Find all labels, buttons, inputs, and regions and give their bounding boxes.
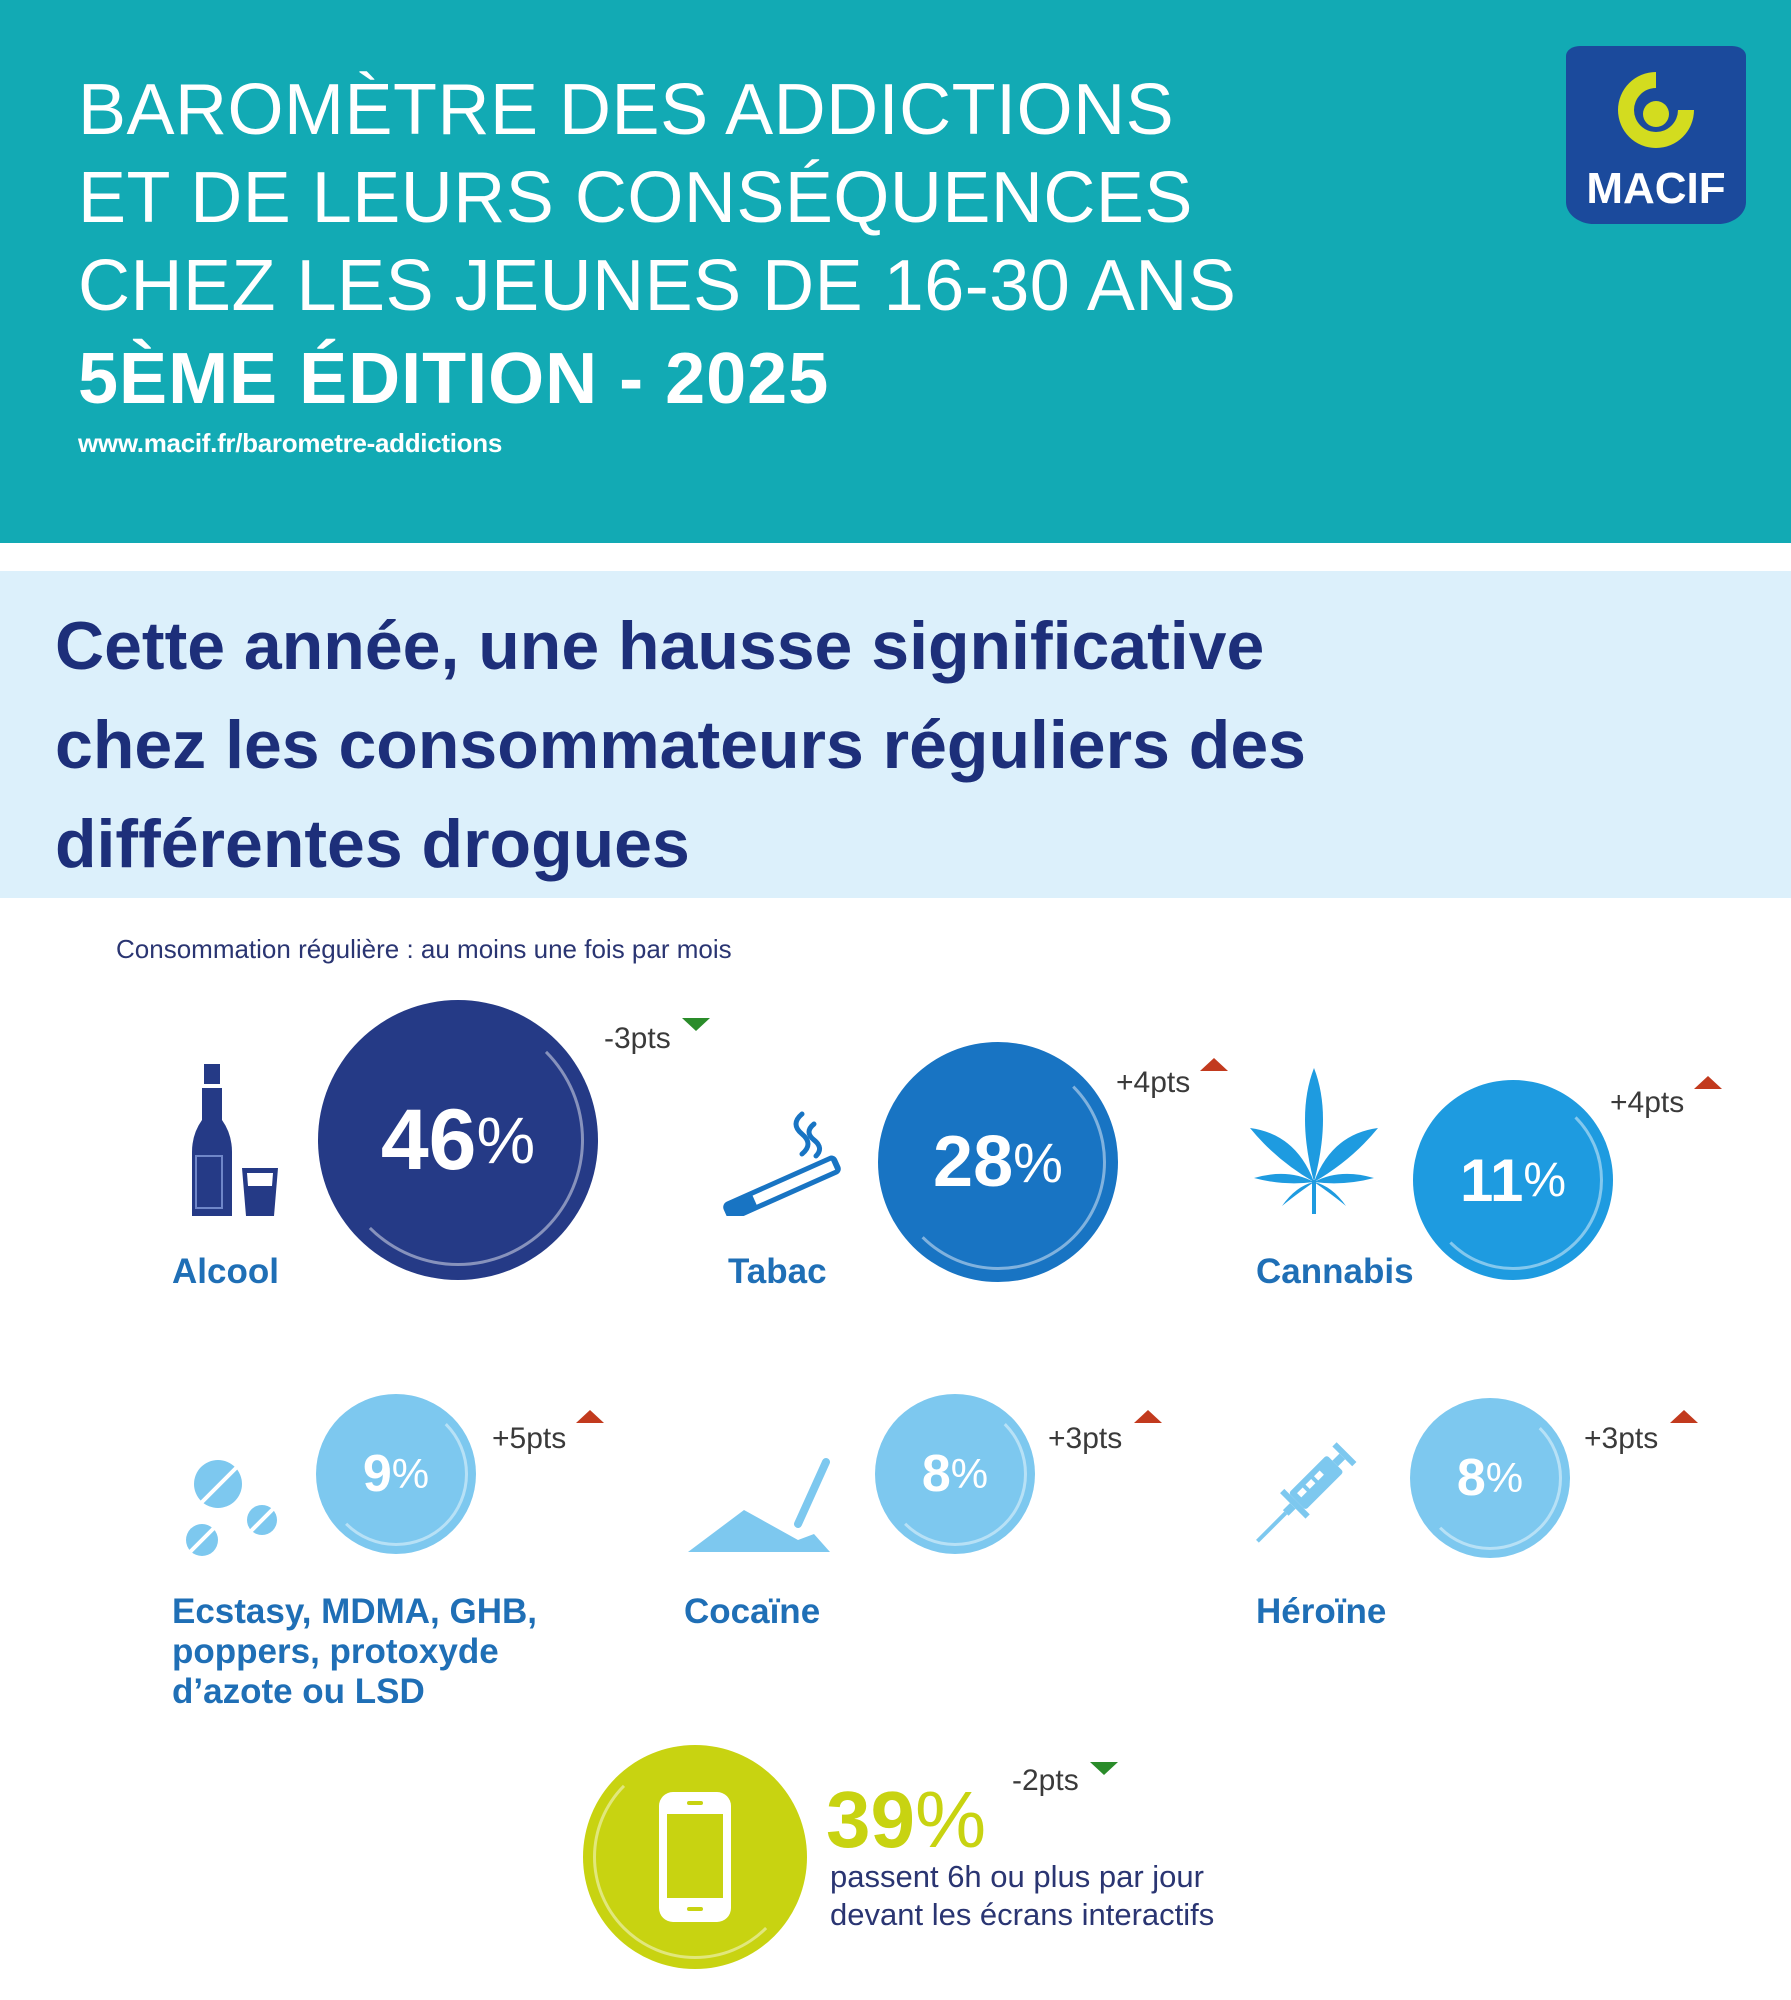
trend-up-icon — [576, 1410, 604, 1423]
circle-shine — [1418, 1406, 1562, 1550]
cigarette-icon — [716, 1100, 848, 1221]
stat-circle-cannabis: 11% — [1413, 1080, 1613, 1280]
header-banner: BAROMÈTRE DES ADDICTIONS ET DE LEURS CON… — [0, 0, 1791, 543]
headline-line: chez les consommateurs réguliers des — [55, 707, 1306, 783]
description-line: passent 6h ou plus par jour — [830, 1859, 1204, 1894]
stat-delta: +5pts — [492, 1422, 567, 1455]
definition-note: Consommation régulière : au moins une fo… — [116, 934, 732, 964]
stat-circle-cocaine: 8% — [875, 1394, 1035, 1554]
stat-circle-tabac: 28% — [878, 1042, 1118, 1282]
trend-down-icon — [1090, 1762, 1118, 1775]
stat-label: Alcool — [172, 1252, 279, 1291]
screen-time-description: passent 6h ou plus par jour devant les é… — [830, 1858, 1214, 1934]
stat-delta: -3pts — [604, 1022, 671, 1055]
report-title: BAROMÈTRE DES ADDICTIONS ET DE LEURS CON… — [78, 66, 1236, 330]
macif-logo[interactable]: MACIF — [1566, 46, 1746, 224]
stat-label-multiline: Ecstasy, MDMA, GHB, poppers, protoxyde d… — [172, 1592, 537, 1712]
title-line: CHEZ LES JEUNES DE 16-30 ANS — [78, 246, 1237, 326]
title-line: ET DE LEURS CONSÉQUENCES — [78, 158, 1193, 238]
trend-up-icon — [1200, 1058, 1228, 1071]
cannabis-leaf-icon — [1246, 1064, 1382, 1219]
stat-label: Héroïne — [1256, 1592, 1387, 1631]
label-line: Ecstasy, MDMA, GHB, — [172, 1592, 537, 1631]
trend-up-icon — [1134, 1410, 1162, 1423]
circle-shine — [332, 1014, 584, 1266]
trend-up-icon — [1670, 1410, 1698, 1423]
stat-label: Cocaïne — [684, 1592, 821, 1631]
headline: Cette année, une hausse significative ch… — [55, 597, 1705, 894]
circle-shine — [1423, 1090, 1603, 1270]
headline-band: Cette année, une hausse significative ch… — [0, 571, 1791, 898]
stat-circle-heroine: 8% — [1410, 1398, 1570, 1558]
label-line: poppers, protoxyde — [172, 1632, 499, 1671]
headline-line: Cette année, une hausse significative — [55, 608, 1265, 684]
circle-shine — [890, 1054, 1106, 1270]
label-line: d’azote ou LSD — [172, 1672, 425, 1711]
trend-down-icon — [682, 1018, 710, 1031]
stat-value: 39 — [826, 1775, 915, 1864]
syringe-icon — [1254, 1436, 1374, 1561]
title-line: BAROMÈTRE DES ADDICTIONS — [78, 70, 1175, 150]
edition-label: 5ÈME ÉDITION - 2025 — [78, 339, 830, 419]
report-url-link[interactable]: www.macif.fr/barometre-addictions — [78, 428, 503, 458]
bottle-and-glass-icon — [188, 1064, 284, 1223]
stat-delta: +4pts — [1610, 1086, 1685, 1119]
macif-logo-icon — [1618, 72, 1694, 148]
screen-time-circle — [583, 1745, 807, 1969]
stat-delta: +3pts — [1048, 1422, 1123, 1455]
stat-delta: +3pts — [1584, 1422, 1659, 1455]
pills-icon — [184, 1454, 288, 1563]
stat-unit: % — [914, 1775, 987, 1864]
stat-label: Tabac — [728, 1252, 827, 1291]
stat-label: Cannabis — [1256, 1252, 1414, 1291]
smartphone-icon — [659, 1792, 731, 1922]
cocaine-powder-icon — [686, 1454, 836, 1559]
description-line: devant les écrans interactifs — [830, 1897, 1215, 1932]
stat-delta: -2pts — [1012, 1764, 1079, 1797]
stat-circle-ecstasy: 9% — [316, 1394, 476, 1554]
circle-shine — [883, 1402, 1027, 1546]
trend-up-icon — [1694, 1076, 1722, 1089]
headline-line: différentes drogues — [55, 806, 690, 882]
logo-text: MACIF — [1586, 164, 1726, 213]
circle-shine — [593, 1755, 797, 1959]
screen-time-value: 39% — [826, 1780, 986, 1860]
stat-delta: +4pts — [1116, 1066, 1191, 1099]
stat-circle-alcool: 46% — [318, 1000, 598, 1280]
circle-shine — [324, 1402, 468, 1546]
